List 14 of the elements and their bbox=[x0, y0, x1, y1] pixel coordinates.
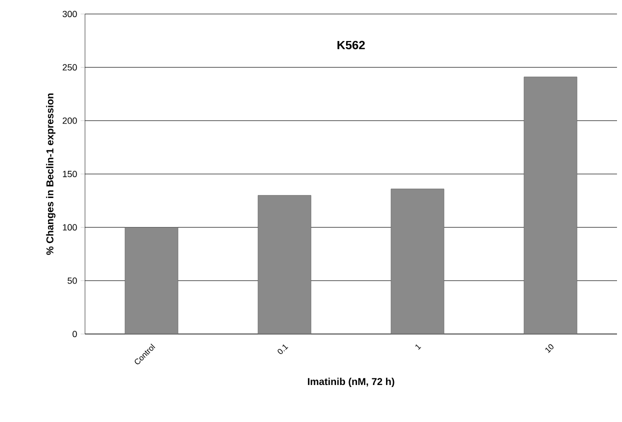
text: K562 bbox=[338, 40, 365, 50]
y-tick-label: 250 bbox=[62, 64, 77, 71]
x-axis-title: Imatinib (nM, 72 h) bbox=[308, 378, 394, 388]
y-tick-label: 100 bbox=[62, 224, 77, 231]
y-tick-label: 150 bbox=[62, 170, 77, 178]
bar bbox=[258, 195, 312, 334]
y-tick-label: 50 bbox=[68, 277, 77, 284]
y-tick-label: 300 bbox=[62, 10, 77, 18]
y-tick-label: 0 bbox=[72, 330, 77, 338]
y-axis-title: % Changes in Beclin-1 expression bbox=[46, 94, 56, 255]
bar bbox=[390, 188, 444, 334]
bar bbox=[124, 227, 178, 334]
y-tick-label: 200 bbox=[62, 117, 77, 124]
bar bbox=[524, 76, 578, 334]
